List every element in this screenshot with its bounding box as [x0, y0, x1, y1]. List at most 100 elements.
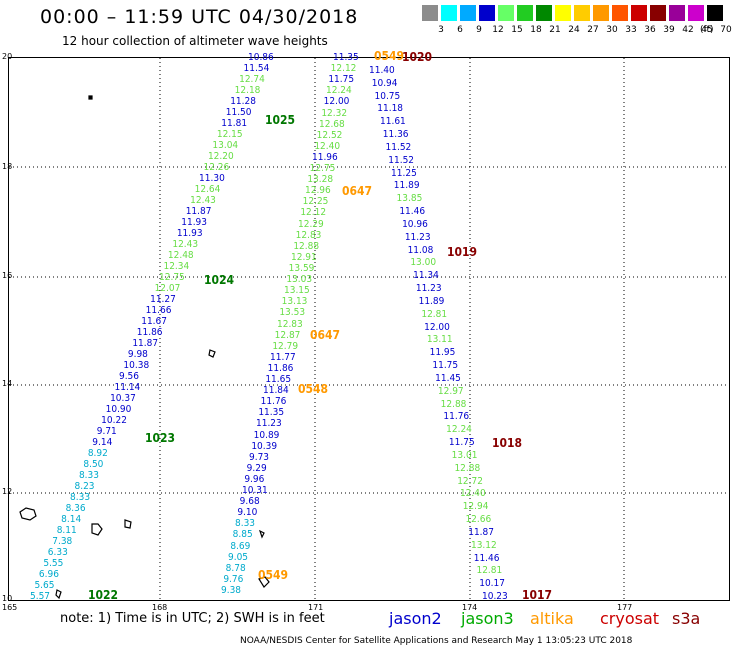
wave-height-value: 5.65 [34, 580, 55, 591]
wave-height-value: 8.23 [74, 481, 95, 492]
scale-label: 36 [644, 25, 656, 35]
wave-height-value: 8.78 [225, 562, 246, 574]
wave-height-value: 10.38 [123, 360, 150, 371]
pass-time-label: 0647 [342, 184, 373, 198]
scale-swatch [707, 5, 723, 21]
wave-height-value: 11.35 [258, 407, 285, 419]
wave-height-value: 12.72 [457, 475, 483, 487]
wave-height-value: 8.36 [65, 503, 86, 514]
island-outlines [19, 95, 270, 600]
wave-height-value: 12.66 [465, 514, 492, 526]
wave-height-value: 11.75 [432, 360, 459, 372]
wave-height-value: 11.27 [150, 294, 176, 305]
wave-height-value: 8.85 [232, 529, 253, 541]
wave-height-value: 12.00 [424, 321, 450, 333]
lat-tick: 12 [2, 487, 13, 496]
scale-swatch [688, 5, 704, 21]
lat-tick: 20 [2, 52, 13, 61]
wave-height-value: 9.96 [244, 473, 265, 485]
wave-height-value: 13.03 [286, 274, 313, 286]
scale-label: 12 [492, 25, 504, 35]
wave-height-value: 11.95 [429, 347, 456, 359]
wave-height-value: 12.94 [462, 501, 489, 513]
wave-height-value: 11.52 [385, 141, 412, 153]
wave-height-value: 9.98 [127, 349, 148, 360]
scale-label: 9 [476, 25, 482, 35]
credit-footer: NOAA/NESDIS Center for Satellite Applica… [240, 636, 633, 646]
wave-height-value: 8.92 [87, 448, 108, 459]
lat-tick: 18 [2, 162, 13, 171]
pass-time-label: 1017 [522, 588, 553, 602]
lon-tick: 174 [462, 603, 478, 612]
wave-height-value: 12.97 [437, 385, 464, 397]
wave-height-value: 11.18 [377, 103, 404, 115]
wave-height-value: 11.61 [380, 116, 406, 128]
scale-label: 39 [663, 25, 675, 35]
wave-height-value: 12.07 [154, 283, 181, 294]
wave-height-value: 11.30 [199, 173, 225, 184]
wave-height-value: 11.54 [243, 63, 270, 74]
wave-height-value: 9.73 [249, 451, 270, 463]
scale-swatch [498, 5, 514, 21]
wave-height-value: 9.56 [118, 371, 139, 382]
scale-swatch [441, 5, 457, 21]
wave-height-value: 11.66 [145, 305, 172, 316]
wave-height-value: 12.75 [159, 272, 185, 283]
wave-height-value: 12.81 [421, 308, 448, 320]
wave-height-value: 9.71 [96, 426, 117, 437]
wave-height-value: 8.50 [83, 459, 104, 470]
wave-height-value: 5.55 [43, 558, 64, 569]
wave-height-value: 12.18 [234, 85, 261, 96]
footnote: note: 1) Time is in UTC; 2) SWH is in fe… [60, 611, 325, 626]
wave-height-value: 9.76 [223, 573, 244, 585]
wave-height-value: 11.28 [230, 96, 256, 107]
legend-cryosat: cryosat [600, 609, 660, 628]
wave-height-value: 11.96 [312, 151, 338, 163]
wave-height-value: 12.88 [293, 240, 320, 252]
wave-height-value: 11.87 [468, 526, 494, 538]
legend-s3a: s3a [672, 609, 701, 628]
wave-height-value: 10.94 [371, 77, 398, 89]
scale-label: 45 [701, 25, 713, 35]
scale-label: 33 [625, 25, 637, 35]
lon-tick: 168 [152, 603, 168, 612]
wave-height-value: 11.23 [404, 231, 431, 243]
map-frame [8, 57, 730, 601]
wave-height-value: 11.67 [141, 316, 167, 327]
wave-height-value: 8.33 [78, 470, 99, 481]
pass-time-label: 1025 [265, 113, 296, 127]
wave-height-value: 11.50 [225, 107, 252, 118]
wave-height-value: 13.28 [307, 174, 334, 186]
wave-height-value: 10.31 [242, 485, 268, 497]
wave-height-value: 13.04 [212, 140, 239, 151]
wave-height-value: 11.40 [369, 65, 395, 76]
wave-height-value: 8.14 [61, 514, 82, 525]
wave-height-value: 13.00 [410, 257, 437, 269]
wave-height-value: 11.93 [181, 217, 207, 228]
wave-height-value: 12.96 [305, 185, 331, 197]
wave-height-value: 12.52 [316, 129, 343, 141]
wave-height-value: 12.12 [330, 63, 357, 75]
wave-height-value: 9.38 [221, 585, 242, 596]
wave-height-value: 11.76 [443, 411, 470, 423]
wave-height-value: 10.90 [105, 404, 132, 415]
scale-swatch [650, 5, 666, 21]
lat-tick: 16 [2, 271, 13, 280]
wave-height-value: 9.05 [228, 551, 249, 563]
map-subtitle: 12 hour collection of altimeter wave hei… [62, 34, 328, 48]
wave-height-value: 12.88 [454, 462, 481, 474]
wave-height-value: 12.12 [300, 207, 327, 219]
wave-height-value: 11.46 [399, 206, 426, 218]
pass-time-label: 0548 [298, 382, 329, 396]
wave-height-value: 12.81 [476, 565, 503, 577]
wave-height-value: 12.91 [291, 251, 317, 263]
wave-height-value: 12.40 [459, 488, 486, 500]
scale-swatch [479, 5, 495, 21]
scale-swatch [593, 5, 609, 21]
wave-height-value: 11.87 [132, 338, 159, 349]
wave-height-value: 13.53 [279, 307, 306, 319]
wave-height-value: 5.57 [30, 591, 51, 602]
wave-height-value: 12.79 [272, 340, 299, 352]
wave-height-value: 12.00 [323, 96, 350, 108]
wave-height-value: 11.65 [265, 374, 292, 386]
